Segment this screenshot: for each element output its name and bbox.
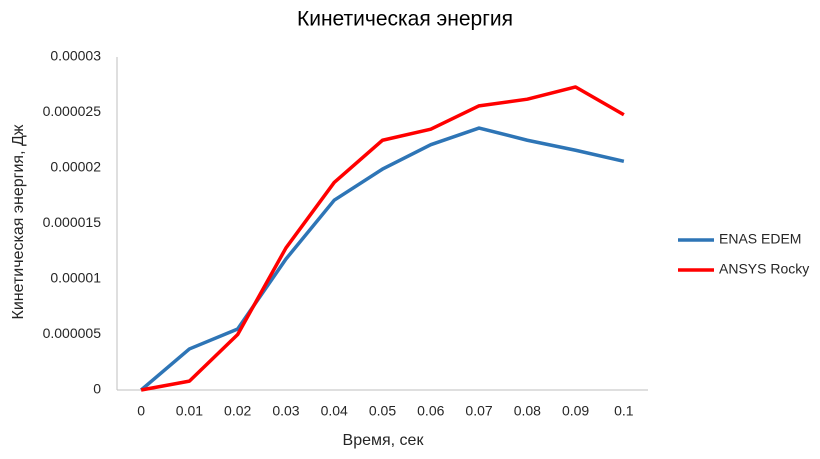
chart-title: Кинетическая энергия [297,8,513,31]
y-tick-label: 0.00001 [50,270,101,286]
x-tick-label: 0.04 [321,403,348,419]
x-tick-label: 0.07 [465,403,492,419]
x-tick-label: 0.08 [514,403,541,419]
x-tick-label: 0.06 [417,403,444,419]
y-tick-label: 0.000025 [43,103,102,119]
y-tick-label: 0 [93,381,101,397]
x-tick-label: 0.1 [614,403,634,419]
series-line [140,126,625,392]
x-tick-label: 0.09 [562,403,589,419]
y-tick-label: 0.000015 [43,214,102,230]
y-tick-label: 0.000005 [43,325,102,341]
x-tick-label: 0.05 [369,403,396,419]
legend-label: ANSYS Rocky [719,261,809,277]
x-tick-label: 0.01 [176,403,203,419]
x-axis-title: Время, сек [343,432,425,449]
x-tick-label: 0.03 [272,403,299,419]
legend-label: ENAS EDEM [719,231,801,247]
y-tick-label: 0.00002 [50,159,101,175]
x-tick-label: 0 [137,403,145,419]
y-axis-title: Кинетическая энергия, Дж [10,124,27,319]
y-tick-label: 0.00003 [50,48,101,64]
series-line [140,85,625,392]
x-tick-label: 0.02 [224,403,251,419]
